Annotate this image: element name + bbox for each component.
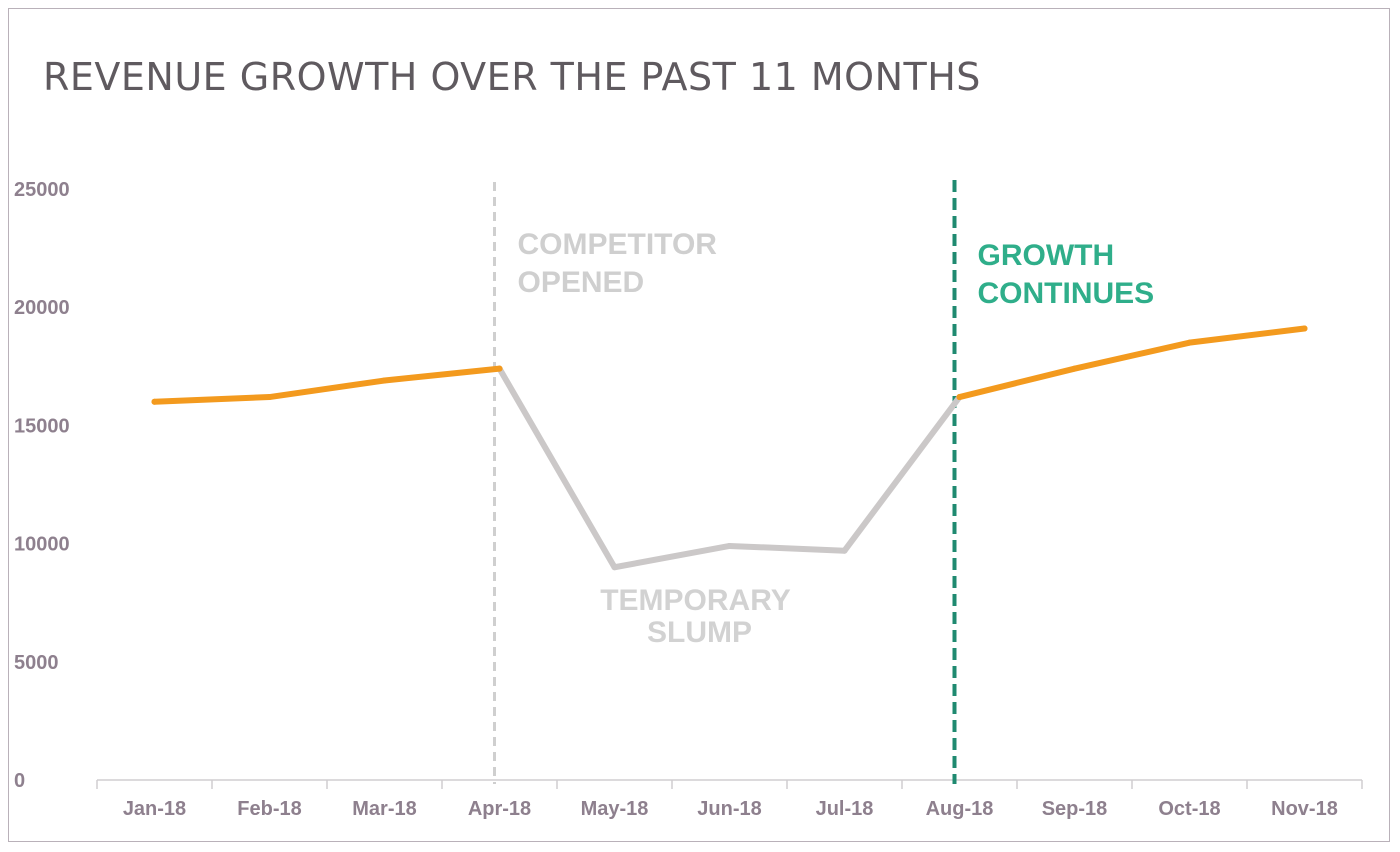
x-tick-label: Feb-18 — [237, 798, 301, 820]
data-point — [841, 547, 848, 554]
y-tick-label: 20000 — [14, 297, 70, 319]
y-tick-label: 15000 — [14, 415, 70, 437]
x-tick-label: Oct-18 — [1158, 798, 1220, 820]
x-tick-label: Jun-18 — [697, 798, 761, 820]
slump-annotation: SLUMP — [647, 616, 752, 649]
x-tick-label: Mar-18 — [352, 798, 416, 820]
data-point — [266, 394, 273, 401]
x-tick-label: Apr-18 — [468, 798, 531, 820]
data-point — [611, 564, 618, 571]
growth-annotation: GROWTH — [978, 239, 1115, 272]
competitor-annotation: COMPETITOR — [518, 228, 718, 261]
y-tick-label: 10000 — [14, 534, 70, 556]
data-point — [726, 542, 733, 549]
series-line-slump — [496, 365, 963, 571]
y-tick-label: 5000 — [14, 652, 59, 674]
slump-annotation: TEMPORARY — [600, 584, 791, 617]
x-tick-label: May-18 — [581, 798, 649, 820]
series-line-growth-before — [151, 365, 503, 405]
chart-title: REVENUE GROWTH OVER THE PAST 11 MONTHS — [43, 55, 981, 99]
data-point — [956, 394, 963, 401]
y-tick-label: 25000 — [14, 179, 70, 201]
x-tick-label: Aug-18 — [926, 798, 994, 820]
competitor-annotation: OPENED — [518, 266, 645, 299]
data-point — [1301, 325, 1308, 332]
x-tick-label: Sep-18 — [1042, 798, 1108, 820]
series-line-growth-after — [956, 325, 1308, 401]
chart-frame: REVENUE GROWTH OVER THE PAST 11 MONTHS — [8, 8, 1390, 842]
data-point — [151, 398, 158, 405]
data-point — [381, 377, 388, 384]
x-tick-label: Nov-18 — [1271, 798, 1338, 820]
growth-annotation: CONTINUES — [978, 277, 1155, 310]
y-tick-label: 0 — [14, 770, 25, 792]
data-point — [1071, 365, 1078, 372]
data-point — [1186, 339, 1193, 346]
x-tick-label: Jan-18 — [123, 798, 186, 820]
x-tick-label: Jul-18 — [816, 798, 874, 820]
data-point — [496, 365, 503, 372]
